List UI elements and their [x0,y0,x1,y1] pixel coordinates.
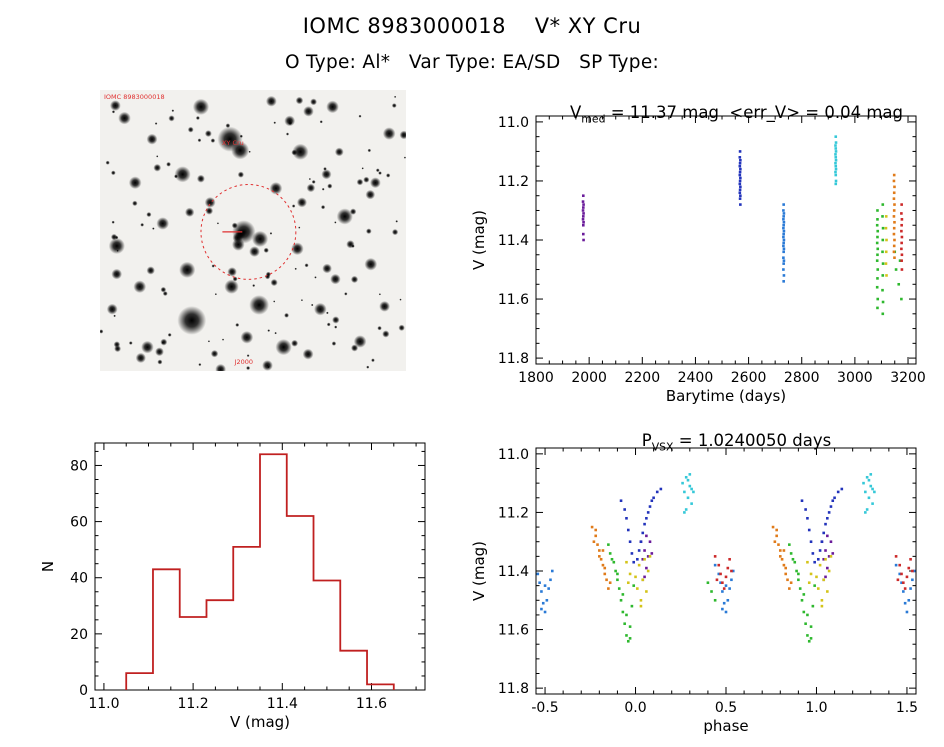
lightcurve-title-base: V [569,103,582,122]
finder-label-star: XY Cru [222,139,244,147]
lightcurve-title-rest: = 11.37 mag <err_V> = 0.04 mag [605,103,903,122]
svg-text:2000: 2000 [571,370,607,386]
svg-text:1.5: 1.5 [896,700,918,716]
lightcurve-series-epoch-1 [581,194,585,242]
histogram-tick-labels: 11.0 11.2 11.4 11.6 0 20 40 60 80 [70,458,387,712]
lightcurve-series-epoch-3 [782,203,786,283]
phase-series-epoch-1 [639,534,835,582]
phase-ylabel: V (mag) [470,541,488,601]
svg-text:0: 0 [79,683,88,699]
lightcurve-series-epoch-6 [884,215,888,277]
phase-title-base: P [641,431,652,450]
svg-text:2200: 2200 [624,370,660,386]
finder-label-topleft: IOMC 8983000018 [104,93,165,101]
svg-text:11.2: 11.2 [498,174,529,190]
svg-text:11.6: 11.6 [356,696,387,712]
svg-text:11.6: 11.6 [498,623,529,639]
page-title: IOMC 8983000018 V* XY Cru [302,14,642,38]
phase-series-epoch-4 [681,473,876,514]
svg-text:11.8: 11.8 [498,681,529,697]
phase-xlabel: phase [703,717,748,735]
histogram-xlabel: V (mag) [230,713,290,731]
svg-text:11.4: 11.4 [498,564,529,580]
phase-title: PVSX = 1.0240050 days [536,412,916,472]
svg-text:40: 40 [70,571,88,587]
lightcurve-tick-labels: 1800 2000 2200 2400 2600 2800 3000 3200 11.0 11.2… [498,115,926,386]
svg-text:11.2: 11.2 [498,505,529,521]
page-subtitle: O Type: Al* Var Type: EA/SD SP Type: [284,52,660,73]
phase-plot: -0.5 0.0 0.5 1.0 1.5 11.0 11.2 11.4 11.6 11.8 phas… [470,447,918,735]
svg-text:2600: 2600 [731,370,767,386]
phase-series-epoch-6 [625,555,833,608]
lightcurve-plot: 1800 2000 2200 2400 2600 2800 3000 3200 11.0 11.2… [470,115,926,405]
lightcurve-ylabel: V (mag) [470,210,488,270]
finder-label-bottom: J2000 [234,358,253,366]
svg-text:11.0: 11.0 [498,447,529,463]
svg-text:11.4: 11.4 [498,233,529,249]
star-field [100,95,406,371]
phase-series-epoch-5 [607,543,816,643]
target-circle [200,183,297,280]
svg-text:3200: 3200 [890,370,926,386]
phase-series-epoch-3 [536,563,916,614]
svg-text:3000: 3000 [837,370,873,386]
lightcurve-xlabel: Barytime (days) [666,387,786,405]
svg-text:60: 60 [70,515,88,531]
svg-text:1.0: 1.0 [805,700,827,716]
lightcurve-title: Vmed = 11.37 mag <err_V> = 0.04 mag [536,84,916,144]
histogram-ylabel: N [39,561,57,572]
svg-text:0.5: 0.5 [715,700,737,716]
phase-tick-labels: -0.5 0.0 0.5 1.0 1.5 11.0 11.2 11.4 11.6 11.8 [498,447,918,716]
svg-text:11.8: 11.8 [498,351,529,367]
svg-text:11.0: 11.0 [498,115,529,131]
svg-text:11.0: 11.0 [88,696,119,712]
svg-text:2400: 2400 [678,370,714,386]
svg-text:-0.5: -0.5 [531,700,558,716]
svg-text:11.2: 11.2 [178,696,209,712]
phase-axes [535,447,917,695]
histogram-axes [94,442,426,691]
finder-chart-image: IOMC 8983000018 XY Cru J2000 [100,90,406,371]
lightcurve-series-epoch-7 [892,173,896,260]
lightcurve-series-epoch-8 [900,203,904,271]
histogram-plot: 11.0 11.2 11.4 11.6 0 20 40 60 80 V (mag) N [39,442,426,731]
lightcurve-series-epoch-4 [834,135,838,186]
svg-text:11.6: 11.6 [498,292,529,308]
svg-text:20: 20 [70,627,88,643]
lightcurve-axes [535,115,917,365]
phase-series-epoch-2 [619,487,844,564]
phase-series-epoch-7 [590,525,793,590]
phase-title-rest: = 1.0240050 days [673,431,832,450]
svg-text:2800: 2800 [784,370,820,386]
svg-text:11.4: 11.4 [267,696,298,712]
histogram-outline [125,453,395,690]
svg-text:1800: 1800 [518,370,554,386]
lightcurve-series-epoch-2 [738,150,742,206]
phase-series-epoch-8 [713,555,914,590]
lightcurve-series-epoch-5 [875,203,903,316]
phase-title-sub: VSX [651,440,674,454]
svg-text:80: 80 [70,458,88,474]
svg-text:0.0: 0.0 [624,700,646,716]
